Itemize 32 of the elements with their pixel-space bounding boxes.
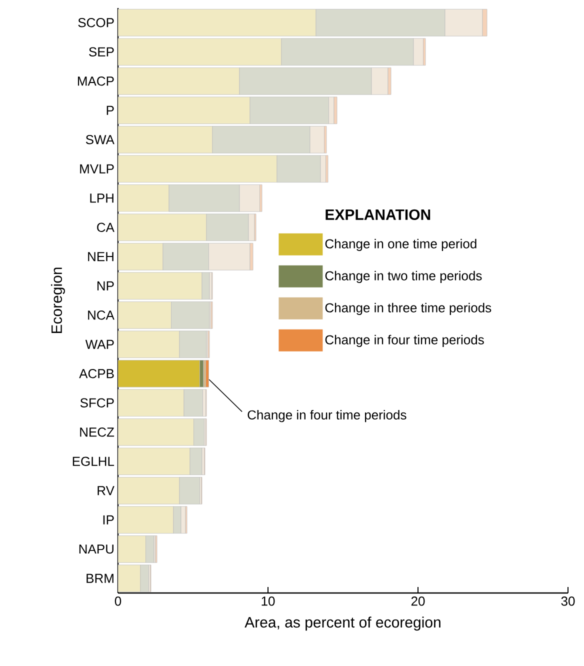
legend-label: Change in four time periods: [325, 334, 484, 347]
y-tick-label: MVLP: [80, 164, 114, 174]
y-tick-label: RV: [98, 486, 114, 496]
x-tick-label: 20: [411, 596, 425, 606]
legend-label: Change in three time periods: [325, 302, 492, 315]
y-tick-label: WAP: [85, 340, 114, 349]
x-tick-label: 0: [114, 596, 122, 606]
legend-label: Change in two time periods: [325, 270, 482, 283]
annotation: Change in four time periods: [248, 410, 406, 422]
y-tick-label: NAPU: [79, 544, 114, 554]
y-tick-label: EGLHL: [72, 456, 114, 466]
y-axis-title: Ecoregion: [50, 268, 65, 334]
y-tick-label: IP: [103, 515, 114, 524]
y-tick-label: NP: [97, 281, 114, 290]
y-tick-label: CA: [97, 222, 114, 232]
y-tick-label: SCOP: [78, 18, 114, 28]
x-axis-title: Area, as percent of ecoregion: [244, 616, 440, 631]
x-tick-label: 30: [561, 596, 575, 606]
y-tick-label: NEH: [88, 252, 114, 262]
y-tick-label: MACP: [78, 76, 114, 86]
legend-title: EXPLANATION: [326, 209, 430, 220]
x-tick-label: 10: [262, 596, 275, 606]
y-tick-label: ACPB: [79, 369, 114, 378]
y-tick-label: BRM: [86, 574, 114, 583]
legend-label: Change in one time period: [325, 238, 476, 251]
y-tick-label: NCA: [88, 310, 114, 320]
y-tick-label: SFCP: [80, 398, 114, 408]
y-tick-label: SWA: [86, 135, 114, 144]
y-tick-label: NECZ: [80, 428, 114, 437]
y-tick-label: LPH: [90, 194, 114, 203]
y-tick-label: P: [106, 106, 114, 115]
y-tick-label: SEP: [89, 47, 114, 56]
